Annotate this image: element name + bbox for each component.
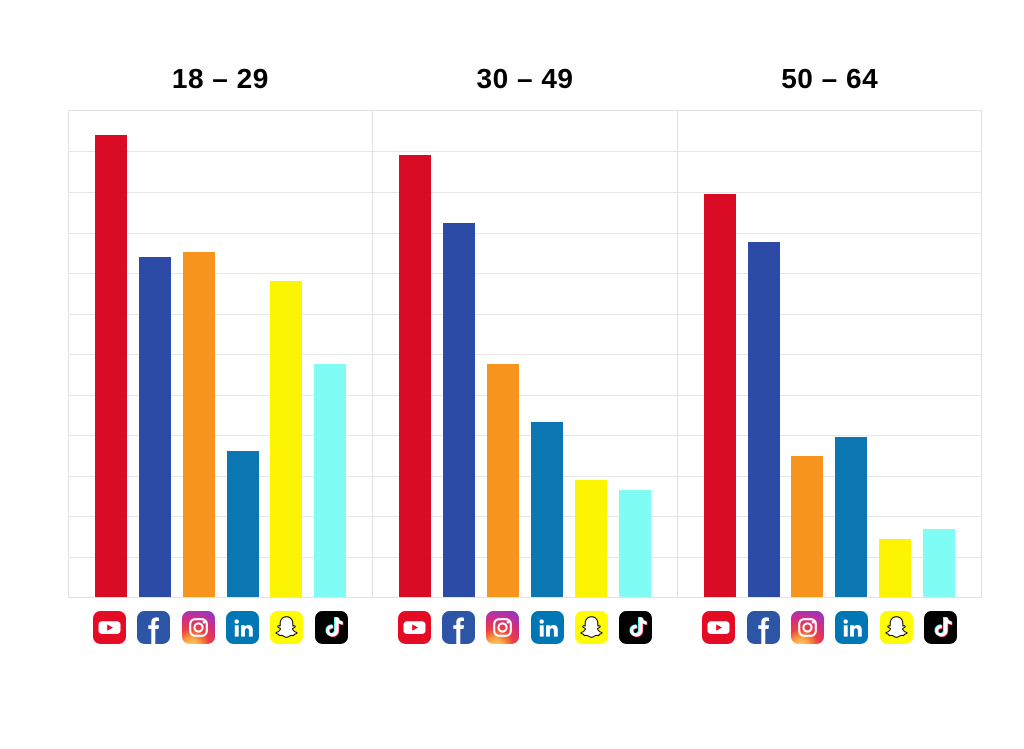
facebook-icon xyxy=(746,611,780,644)
facebook-icon xyxy=(442,611,475,644)
linkedin-icon xyxy=(835,611,869,644)
tiktok-icon xyxy=(923,611,957,644)
bar-tiktok xyxy=(922,528,955,597)
instagram-icon xyxy=(486,611,520,644)
bar-linkedin xyxy=(835,436,868,597)
age-group-titles-row: 18 – 29 30 – 49 50 – 64 xyxy=(68,63,982,95)
gridline xyxy=(677,475,981,477)
bar-snapchat xyxy=(270,281,303,597)
gridline xyxy=(69,151,373,153)
gridline xyxy=(69,434,373,436)
gridline xyxy=(677,151,981,153)
chart-panel-1 xyxy=(372,110,677,598)
bars-group xyxy=(678,111,981,597)
bar-tiktok xyxy=(618,490,651,597)
gridline xyxy=(677,272,981,274)
bar-linkedin xyxy=(226,451,259,597)
gridline xyxy=(69,475,373,477)
youtube-icon xyxy=(93,611,126,644)
platform-icon-group-2 xyxy=(677,611,982,644)
bar-linkedin xyxy=(530,422,563,597)
tiktok-icon xyxy=(619,611,653,644)
gridline xyxy=(373,475,677,477)
gridline xyxy=(373,232,677,234)
gridline xyxy=(373,354,677,355)
bar-youtube xyxy=(399,154,432,597)
bar-youtube xyxy=(703,193,736,597)
bar-facebook xyxy=(138,256,171,597)
linkedin-icon xyxy=(225,611,259,644)
gridline xyxy=(677,232,981,234)
gridline xyxy=(69,354,373,355)
platform-icon-group-1 xyxy=(373,611,678,644)
bars-group xyxy=(69,111,372,597)
gridline xyxy=(373,516,677,517)
bar-instagram xyxy=(791,456,824,597)
platform-icon-group-0 xyxy=(68,611,373,644)
instagram-icon xyxy=(791,611,824,644)
chart-panels-row xyxy=(68,110,982,598)
gridline xyxy=(677,556,981,558)
snapchat-icon xyxy=(270,611,304,644)
gridline xyxy=(373,191,677,193)
gridline xyxy=(677,354,981,355)
gridline xyxy=(69,232,373,234)
gridline xyxy=(677,394,981,396)
age-group-title: 30 – 49 xyxy=(476,63,574,94)
bar-facebook xyxy=(443,222,476,597)
gridline xyxy=(69,556,373,558)
youtube-icon xyxy=(397,611,431,644)
gridline xyxy=(373,151,677,153)
linkedin-icon xyxy=(530,611,564,644)
facebook-icon xyxy=(137,611,171,644)
gridline xyxy=(677,516,981,517)
chart-panel-2 xyxy=(676,110,982,598)
instagram-icon xyxy=(181,611,215,644)
snapchat-icon xyxy=(879,611,913,644)
gridline xyxy=(69,191,373,193)
age-group-title: 50 – 64 xyxy=(781,63,879,94)
gridline xyxy=(677,434,981,436)
bar-snapchat xyxy=(879,538,912,597)
snapchat-icon xyxy=(574,611,608,644)
gridline xyxy=(69,394,373,396)
bar-snapchat xyxy=(574,480,607,597)
bar-instagram xyxy=(487,363,520,597)
bar-facebook xyxy=(747,242,780,597)
gridline xyxy=(677,191,981,193)
platform-icons-row xyxy=(68,611,982,644)
tiktok-icon xyxy=(314,611,348,644)
gridline xyxy=(373,272,677,274)
bar-instagram xyxy=(182,251,215,597)
chart-panel-0 xyxy=(68,110,373,598)
gridline xyxy=(373,434,677,436)
youtube-icon xyxy=(702,611,736,644)
gridline xyxy=(677,313,981,315)
gridline xyxy=(373,313,677,315)
gridline xyxy=(69,272,373,274)
age-group-title: 18 – 29 xyxy=(171,63,269,94)
bars-group xyxy=(373,111,676,597)
gridline xyxy=(69,313,373,315)
gridline xyxy=(373,556,677,558)
gridline xyxy=(69,516,373,517)
bar-youtube xyxy=(95,135,127,597)
gridline xyxy=(373,394,677,396)
bar-tiktok xyxy=(314,363,347,597)
